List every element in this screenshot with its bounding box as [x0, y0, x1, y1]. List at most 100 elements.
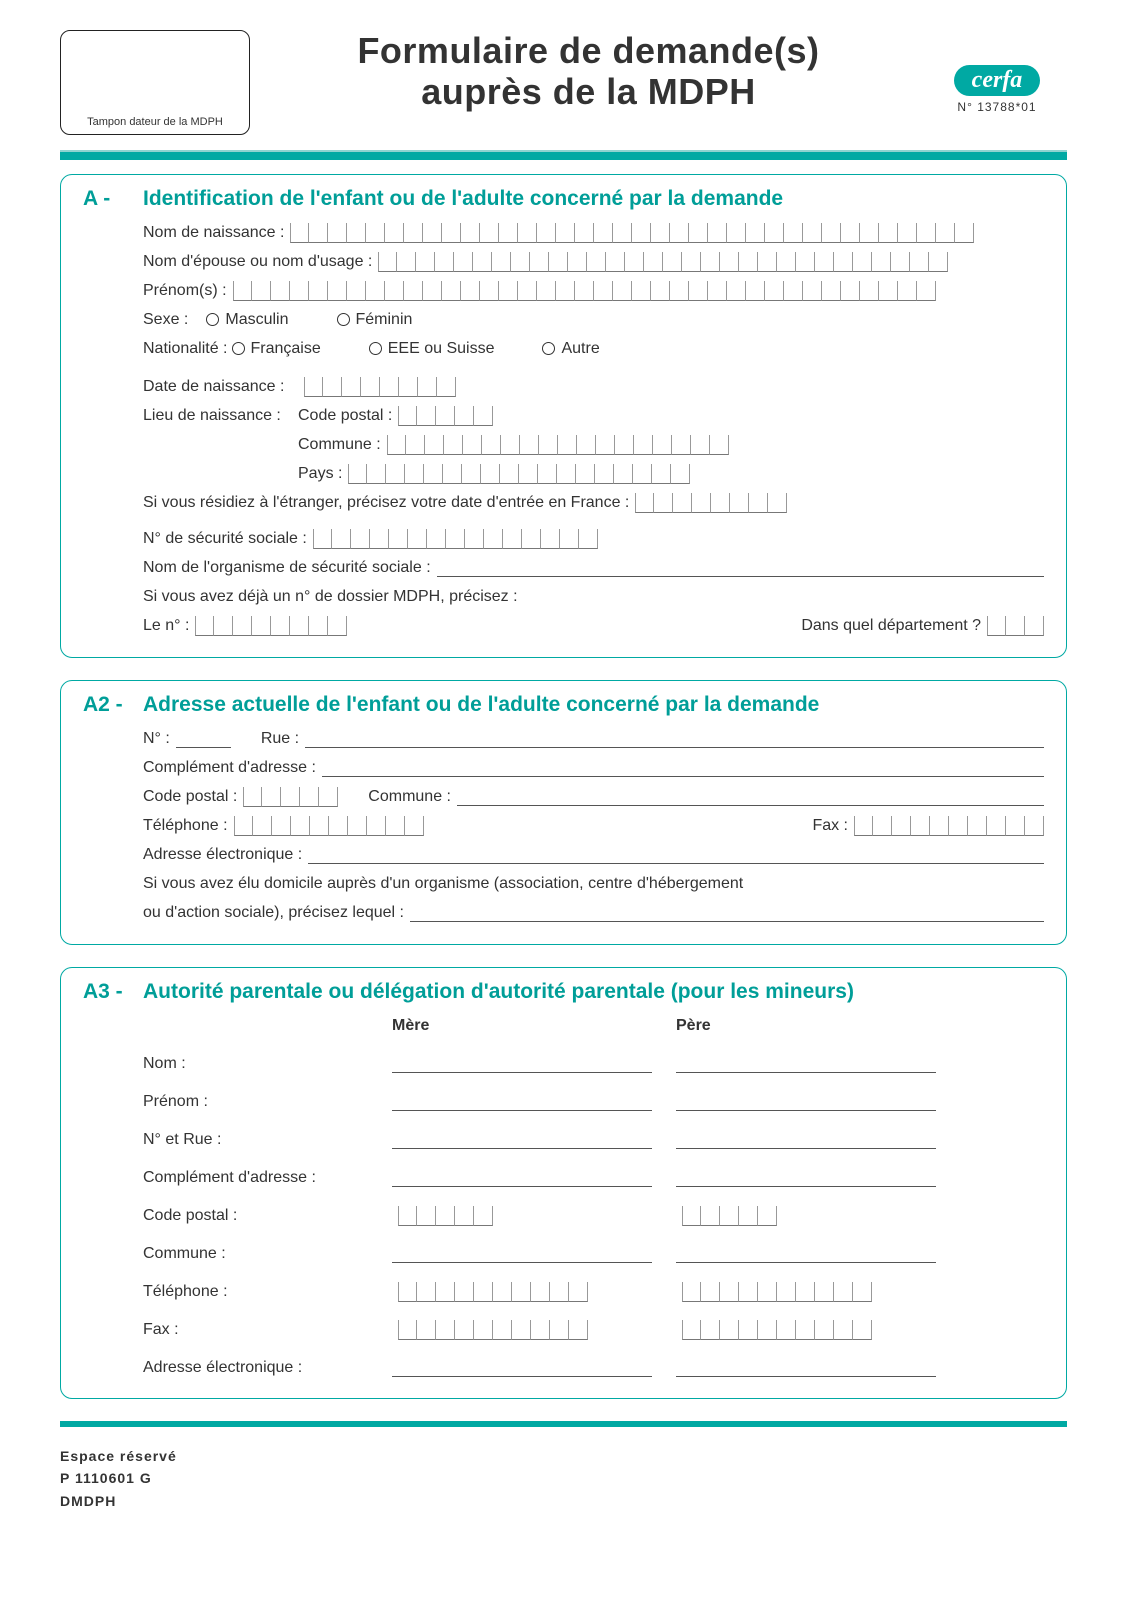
radio-autre[interactable] [542, 342, 555, 355]
input-prenoms[interactable] [233, 281, 936, 301]
footer-l3: DMDPH [60, 1490, 1067, 1512]
lbl-nom-epouse: Nom d'épouse ou nom d'usage : [143, 248, 372, 276]
input-nom-epouse[interactable] [378, 252, 948, 272]
section-a2-title: Adresse actuelle de l'enfant ou de l'adu… [143, 693, 819, 717]
lbl-a2-domicile: Si vous avez élu domicile auprès d'un or… [143, 870, 743, 898]
a3-lbl-prenom: Prénom : [143, 1088, 368, 1116]
radio-masculin[interactable] [206, 313, 219, 326]
a3-lbl-commune: Commune : [143, 1240, 368, 1268]
a3-lbl-nom: Nom : [143, 1050, 368, 1078]
section-a: A - Identification de l'enfant ou de l'a… [60, 174, 1067, 658]
lbl-a2-rue: Rue : [261, 725, 299, 753]
lbl-a2-commune: Commune : [368, 783, 451, 811]
input-date-naissance[interactable] [304, 377, 456, 397]
input-a2-rue[interactable] [305, 730, 1044, 748]
a3-mere-fax[interactable] [398, 1320, 588, 1340]
stamp-label: Tampon dateur de la MDPH [87, 116, 223, 128]
a3-pere-rue[interactable] [676, 1131, 936, 1149]
input-a2-no[interactable] [176, 730, 231, 748]
lbl-lieu-naissance: Lieu de naissance : [143, 402, 298, 430]
input-commune-lieu[interactable] [387, 435, 729, 455]
opt-francaise: Française [251, 335, 321, 363]
a3-col-pere: Père [676, 1012, 936, 1040]
lbl-organisme: Nom de l'organisme de sécurité sociale : [143, 554, 431, 582]
input-a2-email[interactable] [308, 846, 1044, 864]
section-a-title: Identification de l'enfant ou de l'adult… [143, 187, 783, 211]
lbl-a2-domicile2: ou d'action sociale), précisez lequel : [143, 899, 404, 927]
footer-l1: Espace réservé [60, 1445, 1067, 1467]
lbl-prenoms: Prénom(s) : [143, 277, 227, 305]
a3-lbl-complement: Complément d'adresse : [143, 1164, 368, 1192]
lbl-a2-no: N° : [143, 725, 170, 753]
a3-pere-prenom[interactable] [676, 1093, 936, 1111]
input-a2-commune[interactable] [457, 788, 1044, 806]
section-a2: A2 - Adresse actuelle de l'enfant ou de … [60, 680, 1067, 945]
opt-masculin: Masculin [225, 306, 288, 334]
lbl-cp-lieu: Code postal : [298, 402, 392, 430]
a3-mere-nom[interactable] [392, 1055, 652, 1073]
input-a2-domicile[interactable] [410, 904, 1044, 922]
radio-francaise[interactable] [232, 342, 245, 355]
stamp-box: Tampon dateur de la MDPH [60, 30, 250, 135]
a3-mere-prenom[interactable] [392, 1093, 652, 1111]
a3-pere-cp[interactable] [682, 1206, 777, 1226]
a3-mere-tel[interactable] [398, 1282, 588, 1302]
lbl-pays-lieu: Pays : [298, 460, 342, 488]
a3-pere-fax[interactable] [682, 1320, 872, 1340]
lbl-nationalite: Nationalité : [143, 335, 228, 363]
lbl-le-no: Le n° : [143, 612, 189, 640]
divider-bar [60, 150, 1067, 160]
input-organisme[interactable] [437, 559, 1044, 577]
input-pays-lieu[interactable] [348, 464, 690, 484]
input-le-no[interactable] [195, 616, 347, 636]
input-a2-complement[interactable] [322, 759, 1044, 777]
a3-pere-complement[interactable] [676, 1169, 936, 1187]
a3-col-mere: Mère [392, 1012, 652, 1040]
lbl-dept: Dans quel département ? [801, 612, 981, 640]
a3-mere-commune[interactable] [392, 1245, 652, 1263]
header: Tampon dateur de la MDPH Formulaire de d… [60, 30, 1067, 135]
a3-pere-email[interactable] [676, 1359, 936, 1377]
footer-l2: P 1110601 G [60, 1467, 1067, 1489]
section-a3: A3 - Autorité parentale ou délégation d'… [60, 967, 1067, 1399]
a3-pere-commune[interactable] [676, 1245, 936, 1263]
a3-lbl-rue: N° et Rue : [143, 1126, 368, 1154]
a3-lbl-email: Adresse électronique : [143, 1354, 368, 1382]
lbl-dossier: Si vous avez déjà un n° de dossier MDPH,… [143, 583, 518, 611]
a3-pere-tel[interactable] [682, 1282, 872, 1302]
lbl-date-naissance: Date de naissance : [143, 373, 298, 401]
lbl-a2-email: Adresse électronique : [143, 841, 302, 869]
section-a3-title: Autorité parentale ou délégation d'autor… [143, 980, 854, 1004]
a3-mere-email[interactable] [392, 1359, 652, 1377]
a3-mere-rue[interactable] [392, 1131, 652, 1149]
a3-lbl-fax: Fax : [143, 1316, 368, 1344]
lbl-a2-complement: Complément d'adresse : [143, 754, 316, 782]
lbl-a2-tel: Téléphone : [143, 812, 228, 840]
lbl-sexe: Sexe : [143, 306, 188, 334]
section-a3-letter: A3 - [83, 980, 125, 1004]
input-a2-tel[interactable] [234, 816, 424, 836]
title-area: Formulaire de demande(s) auprès de la MD… [280, 30, 897, 113]
a3-mere-complement[interactable] [392, 1169, 652, 1187]
footer-bar [60, 1421, 1067, 1427]
radio-eee[interactable] [369, 342, 382, 355]
lbl-nom-naissance: Nom de naissance : [143, 219, 284, 247]
input-a2-fax[interactable] [854, 816, 1044, 836]
input-secu[interactable] [313, 529, 598, 549]
input-nom-naissance[interactable] [290, 223, 974, 243]
cerfa-area: cerfa N° 13788*01 [927, 30, 1067, 114]
cerfa-number: N° 13788*01 [927, 100, 1067, 114]
footer-text: Espace réservé P 1110601 G DMDPH [60, 1445, 1067, 1512]
a3-mere-cp[interactable] [398, 1206, 493, 1226]
cerfa-badge: cerfa [954, 65, 1041, 96]
lbl-a2-cp: Code postal : [143, 783, 237, 811]
form-title-line2: auprès de la MDPH [280, 71, 897, 112]
input-cp-lieu[interactable] [398, 406, 493, 426]
input-dept[interactable] [987, 616, 1044, 636]
lbl-commune-lieu: Commune : [298, 431, 381, 459]
input-entree-france[interactable] [635, 493, 787, 513]
radio-feminin[interactable] [337, 313, 350, 326]
input-a2-cp[interactable] [243, 787, 338, 807]
a3-pere-nom[interactable] [676, 1055, 936, 1073]
opt-eee: EEE ou Suisse [388, 335, 495, 363]
